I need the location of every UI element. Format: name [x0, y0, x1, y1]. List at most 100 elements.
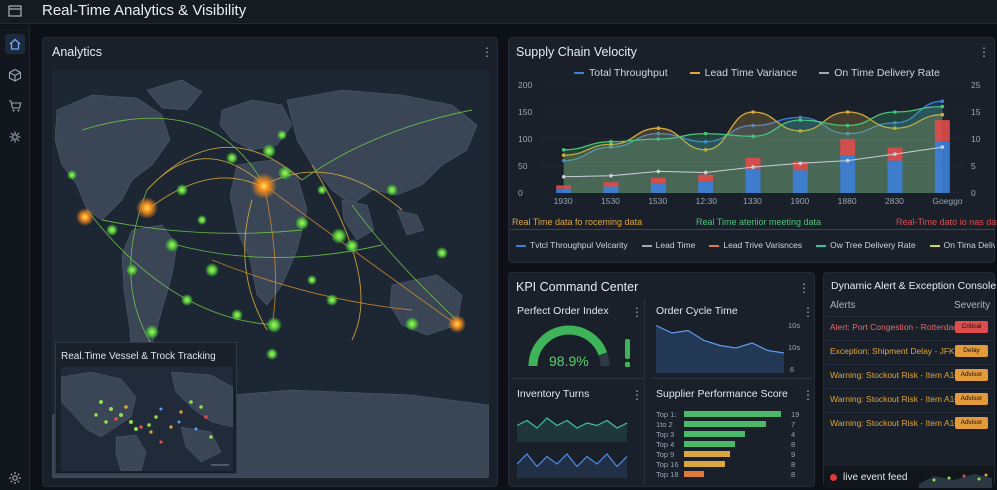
card-title: Order Cycle Time — [656, 305, 738, 317]
nav-settings-button[interactable] — [5, 468, 25, 488]
area-point — [940, 104, 945, 109]
area-point — [656, 131, 661, 136]
sparkline-line — [656, 324, 784, 354]
bar[interactable] — [745, 168, 761, 193]
bar[interactable] — [556, 188, 572, 193]
card-menu-icon[interactable]: ⋮ — [802, 305, 814, 319]
nav-orders-button[interactable] — [5, 96, 25, 116]
sidebar-nav — [0, 25, 30, 490]
card-title: Inventory Turns — [517, 388, 590, 400]
x-tick-label: 1900 — [790, 196, 810, 206]
legend-swatch — [819, 72, 830, 74]
alerts-title: Dynamic Alert & Exception Console — [831, 280, 997, 292]
card-menu-icon[interactable]: ⋮ — [802, 388, 814, 402]
bar[interactable] — [934, 120, 950, 142]
bar[interactable] — [650, 177, 666, 184]
alert-row[interactable]: Warning: Stockout Risk - Item A100 Adviso… — [825, 364, 993, 386]
supplier-label: Top 4 — [656, 440, 675, 449]
window-menu-icon[interactable] — [8, 4, 22, 18]
x-tick-label: Goeggo — [932, 196, 963, 206]
alert-row[interactable]: Warning: Stockout Risk - Item A100 Adviso… — [825, 412, 993, 434]
nav-home-button[interactable] — [5, 34, 25, 54]
live-indicator-icon — [830, 473, 837, 481]
cart-icon — [9, 100, 22, 112]
area-point — [751, 123, 755, 128]
bar[interactable] — [840, 139, 856, 156]
legend-label: Total Throughput — [589, 67, 668, 79]
gauge-marker-dot — [625, 362, 630, 367]
chart-legend: Total Throughput Lead Time Variance On T… — [574, 67, 940, 79]
bar[interactable] — [887, 160, 903, 193]
analytics-menu-icon[interactable]: ⋮ — [481, 46, 493, 58]
sparkline-area — [517, 418, 627, 442]
bar[interactable] — [792, 161, 808, 171]
legend-label: Lead Trive Varisnces — [723, 240, 803, 250]
sparkline-area — [656, 325, 784, 373]
bar[interactable] — [698, 174, 714, 182]
line-point — [751, 165, 755, 169]
bar[interactable] — [650, 183, 666, 193]
alerts-column-header: Alerts — [830, 300, 856, 311]
alert-row[interactable]: Warning: Stockout Risk - Item A100 Adviso… — [825, 388, 993, 410]
y-tick-left: 100 — [518, 134, 533, 144]
legend-item[interactable]: Lead Time Variance — [689, 67, 797, 79]
line-point — [703, 170, 708, 175]
area-point — [703, 148, 708, 152]
supplier-label: 1to 2 — [656, 420, 673, 429]
feed-map-thumbnail — [919, 473, 992, 488]
supplier-score: 9 — [791, 450, 796, 459]
supplier-score-card[interactable]: Supplier Performance Score ⋮ Top 1: 19 1to… — [650, 382, 814, 485]
bar[interactable] — [934, 141, 950, 193]
perfect-order-card[interactable]: Perfect Order Index ⋮ 98.9% — [511, 299, 645, 379]
order-cycle-card[interactable]: Order Cycle Time ⋮ 10s 10s 6 — [650, 299, 814, 379]
bottom-legend-item[interactable]: Tvtcl Throughpul Velcarity — [516, 240, 628, 250]
card-title: Supplier Performance Score — [656, 388, 788, 400]
legend-swatch — [516, 244, 526, 247]
area-point — [656, 137, 661, 141]
inventory-turns-card[interactable]: Inventory Turns ⋮ — [511, 382, 645, 485]
nav-network-button[interactable] — [5, 127, 25, 147]
bar[interactable] — [745, 157, 761, 169]
bottom-legend-item[interactable]: Ow Tree Delivery Rate — [816, 240, 916, 250]
x-tick-label: 1330 — [743, 196, 762, 206]
bar[interactable] — [603, 182, 619, 187]
top-bar: Real-Time Analytics & Visibility — [0, 0, 997, 24]
supplier-score: 19 — [791, 410, 800, 419]
area-point — [893, 121, 897, 125]
bottom-legend-item[interactable]: On Tima Delivery — [929, 240, 995, 250]
y-tick-left: 0 — [518, 188, 523, 198]
card-menu-icon[interactable]: ⋮ — [631, 388, 643, 402]
alert-row[interactable]: Alert: Port Congestion - Rotterdam Critic… — [825, 316, 993, 338]
y-tick-left: 50 — [518, 161, 528, 171]
area-point — [609, 142, 613, 147]
legend-item[interactable]: On Time Delivery Rate — [819, 67, 940, 79]
inset-map[interactable] — [61, 367, 233, 471]
ticker-text: Real-Time dato io nas data — [896, 217, 997, 227]
alert-row[interactable]: Exception: Shipment Delay - JFK Delay — [825, 340, 993, 362]
card-title: Perfect Order Index — [517, 305, 609, 317]
legend-swatch — [689, 72, 700, 74]
live-event-feed[interactable]: live event feed — [824, 466, 994, 488]
legend-swatch — [929, 244, 940, 247]
supply-chain-panel — [508, 37, 995, 263]
vessel-tracking-inset[interactable]: Real.Time Vessel & Trock Tracking — [55, 342, 237, 474]
nav-inventory-button[interactable] — [5, 65, 25, 85]
kpi-menu-icon[interactable]: ⋮ — [798, 282, 810, 294]
alert-text: Warning: Stockout Risk - Item A100 — [830, 370, 964, 380]
bar[interactable] — [603, 186, 619, 193]
velocity-chart[interactable] — [540, 85, 966, 193]
supplier-bar — [684, 461, 725, 467]
x-tick-label: 1930 — [553, 196, 573, 206]
bar[interactable] — [792, 170, 808, 193]
location-markers — [67, 130, 466, 360]
bar[interactable] — [556, 185, 572, 189]
bottom-legend-item[interactable]: Lead Time — [641, 240, 695, 250]
bar[interactable] — [698, 181, 714, 193]
bar[interactable] — [840, 155, 856, 193]
card-menu-icon[interactable]: ⋮ — [631, 305, 643, 319]
inset-title: Real.Time Vessel & Trock Tracking — [61, 351, 216, 362]
x-tick-label: 1530 — [601, 196, 620, 206]
bottom-legend-item[interactable]: Lead Trive Varisnces — [709, 240, 802, 250]
legend-item[interactable]: Total Throughput — [574, 67, 668, 79]
supply-chain-menu-icon[interactable]: ⋮ — [978, 46, 990, 58]
